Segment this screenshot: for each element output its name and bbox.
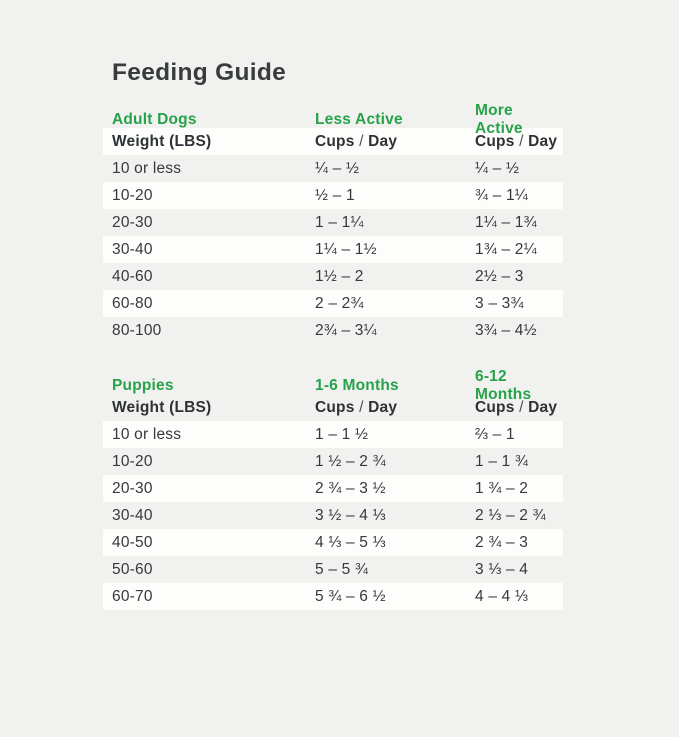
weight-cell: 20-30 [112,213,153,231]
cups-per-day-label: Cups / Day [315,132,398,150]
months-6-12-cell: 1 – 1 ¾ [475,452,529,470]
feeding-guide-page: Feeding Guide Adult Dogs Less Active Mor… [0,58,679,610]
months-1-6-cell: 4 ⅓ – 5 ⅓ [315,533,386,551]
weight-cell: 30-40 [112,506,153,524]
weight-cell: 60-80 [112,294,153,312]
column-header-more-active: More Active [475,102,523,137]
more-active-cell: ¼ – ½ [475,159,520,177]
adult-dogs-section-header: Adult Dogs Less Active More Active [112,102,563,137]
adult-dogs-table: Weight (LBS) Cups / Day Cups / Day 10 or… [103,128,563,344]
page-title: Feeding Guide [112,59,287,86]
months-6-12-cell: 3 ⅓ – 4 [475,560,529,578]
less-active-cell: ½ – 1 [315,186,355,204]
slash-glyph: / [519,132,524,150]
weight-cell: 60-70 [112,587,153,605]
puppies-table: Weight (LBS) Cups / Day Cups / Day 10 or… [103,394,563,610]
more-active-cell: 1¼ – 1¾ [475,213,537,231]
section-title-puppies: Puppies [112,377,174,394]
table-row: 80-100 2¾ – 3¼ 3¾ – 4½ [103,317,563,344]
weight-cell: 20-30 [112,479,153,497]
less-active-cell: 1 – 1¼ [315,213,364,231]
less-active-cell: ¼ – ½ [315,159,360,177]
months-1-6-cell: 2 ¾ – 3 ½ [315,479,386,497]
table-row: 30-40 3 ½ – 4 ⅓ 2 ⅓ – 2 ¾ [103,502,563,529]
more-active-cell: 3 – 3¾ [475,294,524,312]
more-active-cell: ¾ – 1¼ [475,186,528,204]
months-6-12-cell: 4 – 4 ⅓ [475,587,529,605]
weight-cell: 40-60 [112,267,153,285]
column-header-6-12-months: 6-12 Months [475,368,532,403]
less-active-cell: 2 – 2¾ [315,294,364,312]
section-title-adult-dogs: Adult Dogs [112,111,197,128]
less-active-cell: 1½ – 2 [315,267,364,285]
months-6-12-cell: 2 ¾ – 3 [475,533,529,551]
slash-glyph: / [359,132,364,150]
slash-glyph: / [359,398,364,416]
table-row: 10-20 ½ – 1 ¾ – 1¼ [103,182,563,209]
less-active-cell: 1¼ – 1½ [315,240,377,258]
adult-dogs-section: Adult Dogs Less Active More Active Weigh… [0,102,679,344]
weight-cell: 10-20 [112,186,153,204]
cups-per-day-label: Cups / Day [475,398,558,416]
months-1-6-cell: 5 ¾ – 6 ½ [315,587,386,605]
weight-cell: 50-60 [112,560,153,578]
more-active-cell: 3¾ – 4½ [475,321,537,339]
weight-column-label: Weight (LBS) [112,132,212,150]
column-header-less-active: Less Active [315,111,403,128]
less-active-cell: 2¾ – 3¼ [315,321,377,339]
table-row: 20-30 1 – 1¼ 1¼ – 1¾ [103,209,563,236]
table-subheader-row: Weight (LBS) Cups / Day Cups / Day [103,394,563,421]
weight-cell: 10-20 [112,452,153,470]
cups-per-day-label: Cups / Day [475,132,558,150]
slash-glyph: / [519,398,524,416]
puppies-section-header: Puppies 1-6 Months 6-12 Months [112,368,563,403]
puppies-section: Puppies 1-6 Months 6-12 Months Weight (L… [0,368,679,610]
weight-cell: 40-50 [112,533,153,551]
table-row: 30-40 1¼ – 1½ 1¾ – 2¼ [103,236,563,263]
weight-cell: 30-40 [112,240,153,258]
table-subheader-row: Weight (LBS) Cups / Day Cups / Day [103,128,563,155]
table-row: 50-60 5 – 5 ¾ 3 ⅓ – 4 [103,556,563,583]
months-6-12-cell: 1 ¾ – 2 [475,479,529,497]
table-row: 60-80 2 – 2¾ 3 – 3¾ [103,290,563,317]
months-1-6-cell: 1 – 1 ½ [315,425,369,443]
table-row: 20-30 2 ¾ – 3 ½ 1 ¾ – 2 [103,475,563,502]
table-row: 10 or less 1 – 1 ½ ⅔ – 1 [103,421,563,448]
months-6-12-cell: 2 ⅓ – 2 ¾ [475,506,546,524]
months-1-6-cell: 3 ½ – 4 ⅓ [315,506,386,524]
weight-cell: 10 or less [112,159,182,177]
table-row: 10-20 1 ½ – 2 ¾ 1 – 1 ¾ [103,448,563,475]
months-1-6-cell: 5 – 5 ¾ [315,560,369,578]
weight-cell: 80-100 [112,321,162,339]
more-active-cell: 2½ – 3 [475,267,524,285]
column-header-1-6-months: 1-6 Months [315,377,399,394]
weight-column-label: Weight (LBS) [112,398,212,416]
weight-cell: 10 or less [112,425,182,443]
months-1-6-cell: 1 ½ – 2 ¾ [315,452,386,470]
table-row: 40-50 4 ⅓ – 5 ⅓ 2 ¾ – 3 [103,529,563,556]
months-6-12-cell: ⅔ – 1 [475,425,515,443]
more-active-cell: 1¾ – 2¼ [475,240,537,258]
table-row: 10 or less ¼ – ½ ¼ – ½ [103,155,563,182]
table-row: 60-70 5 ¾ – 6 ½ 4 – 4 ⅓ [103,583,563,610]
table-row: 40-60 1½ – 2 2½ – 3 [103,263,563,290]
cups-per-day-label: Cups / Day [315,398,398,416]
